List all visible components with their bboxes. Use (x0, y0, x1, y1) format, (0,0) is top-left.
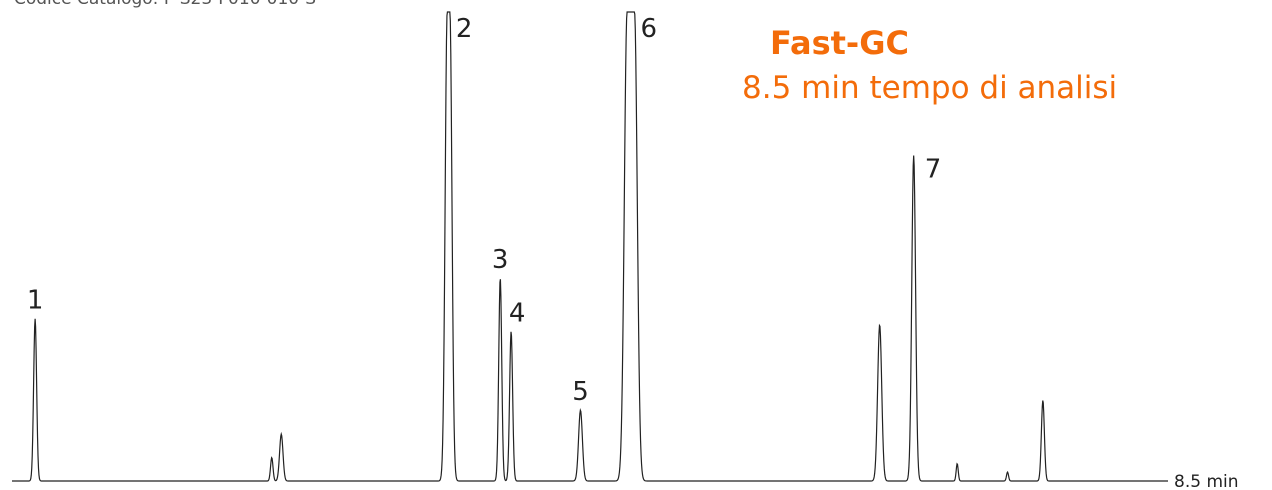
peak-label-7: 7 (925, 155, 942, 185)
peak-label-5: 5 (572, 377, 589, 407)
peak-label-1: 1 (27, 286, 44, 316)
peak-labels: 1 2 34 5 6 7 (27, 14, 941, 407)
peak-label-2: 2 (456, 14, 473, 44)
chart-title: Fast-GC (770, 24, 909, 62)
x-axis-end-label: 8.5 min (1174, 472, 1239, 490)
peak-label-6: 6 (641, 14, 658, 44)
catalog-code: Codice Catalogo: F-S23-F010-010-S (14, 0, 316, 9)
peak-label-4: 4 (509, 298, 526, 328)
peak-label-3: 3 (492, 245, 509, 275)
chromatogram-trace (12, 11, 1168, 482)
chart-subtitle: 8.5 min tempo di analisi (742, 70, 1118, 106)
